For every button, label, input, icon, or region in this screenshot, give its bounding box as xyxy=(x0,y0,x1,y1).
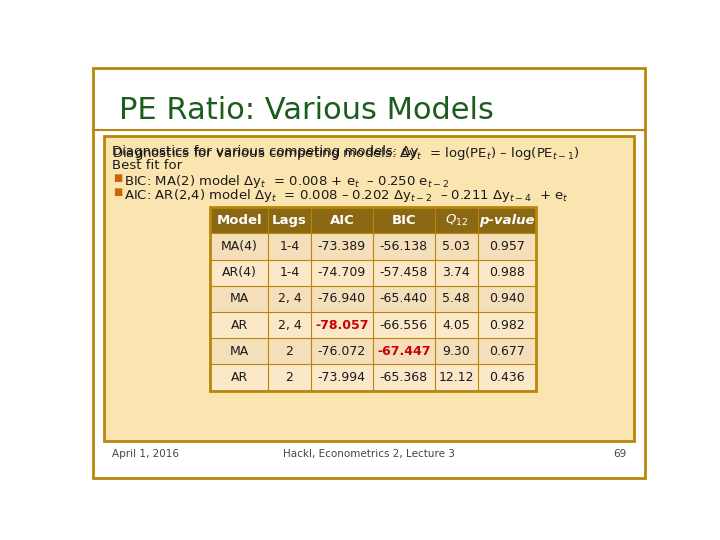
Text: Best fit for: Best fit for xyxy=(112,159,182,172)
Text: 9.30: 9.30 xyxy=(442,345,470,357)
Text: MA: MA xyxy=(230,345,249,357)
Bar xyxy=(210,364,536,390)
Text: 2: 2 xyxy=(286,371,294,384)
Text: -73.994: -73.994 xyxy=(318,371,366,384)
Text: April 1, 2016: April 1, 2016 xyxy=(112,449,179,458)
Text: 2, 4: 2, 4 xyxy=(278,319,302,332)
Text: 0.940: 0.940 xyxy=(489,292,524,306)
Text: AR(4): AR(4) xyxy=(222,266,256,279)
Bar xyxy=(210,207,536,390)
Text: Model: Model xyxy=(217,214,262,227)
Text: AR: AR xyxy=(230,371,248,384)
Text: -76.072: -76.072 xyxy=(318,345,366,357)
Text: Diagnostics for various competing models: Δy$_t$  = log(PE$_t$) – log(PE$_{t-1}$: Diagnostics for various competing models… xyxy=(112,145,580,162)
Text: 0.982: 0.982 xyxy=(489,319,524,332)
Text: BIC: MA(2) model Δy$_t$  = 0.008 + e$_t$  – 0.250 e$_{t-2}$: BIC: MA(2) model Δy$_t$ = 0.008 + e$_t$ … xyxy=(124,173,449,190)
Text: -74.709: -74.709 xyxy=(318,266,366,279)
Text: Hackl, Econometrics 2, Lecture 3: Hackl, Econometrics 2, Lecture 3 xyxy=(283,449,455,458)
Text: MA: MA xyxy=(230,292,249,306)
Text: -56.138: -56.138 xyxy=(380,240,428,253)
Text: BIC: BIC xyxy=(392,214,416,227)
Bar xyxy=(104,137,634,441)
Bar xyxy=(210,207,536,233)
Text: 12.12: 12.12 xyxy=(438,371,474,384)
Text: 5.03: 5.03 xyxy=(442,240,470,253)
Text: p-value: p-value xyxy=(479,214,534,227)
Bar xyxy=(210,260,536,286)
Text: MA(4): MA(4) xyxy=(221,240,258,253)
Text: -76.940: -76.940 xyxy=(318,292,366,306)
Text: Diagnostics for various competing models: Δy: Diagnostics for various competing models… xyxy=(112,145,418,158)
Bar xyxy=(210,312,536,338)
Text: 0.436: 0.436 xyxy=(489,371,524,384)
Text: 0.988: 0.988 xyxy=(489,266,524,279)
Text: -65.440: -65.440 xyxy=(380,292,428,306)
Text: AIC: AIC xyxy=(330,214,354,227)
Text: 3.74: 3.74 xyxy=(442,266,470,279)
Text: 0.677: 0.677 xyxy=(489,345,524,357)
Text: -73.389: -73.389 xyxy=(318,240,366,253)
Text: AR: AR xyxy=(230,319,248,332)
Text: Lags: Lags xyxy=(272,214,307,227)
Text: -65.368: -65.368 xyxy=(380,371,428,384)
Text: -57.458: -57.458 xyxy=(379,266,428,279)
Text: 5.48: 5.48 xyxy=(442,292,470,306)
Text: 2: 2 xyxy=(286,345,294,357)
Text: -66.556: -66.556 xyxy=(380,319,428,332)
Text: 69: 69 xyxy=(613,449,626,458)
Text: ■: ■ xyxy=(113,173,122,183)
Text: -78.057: -78.057 xyxy=(315,319,369,332)
Text: $Q_{12}$: $Q_{12}$ xyxy=(444,213,468,228)
Text: 1-4: 1-4 xyxy=(279,266,300,279)
Text: PE Ratio: Various Models: PE Ratio: Various Models xyxy=(120,96,495,125)
Text: -67.447: -67.447 xyxy=(377,345,431,357)
Bar xyxy=(210,286,536,312)
Text: 4.05: 4.05 xyxy=(442,319,470,332)
Text: 2, 4: 2, 4 xyxy=(278,292,302,306)
Bar xyxy=(210,338,536,365)
Bar xyxy=(210,233,536,260)
Text: ■: ■ xyxy=(113,187,122,197)
Text: 1-4: 1-4 xyxy=(279,240,300,253)
Text: 0.957: 0.957 xyxy=(489,240,524,253)
Text: AIC: AR(2,4) model Δy$_t$  = 0.008 – 0.202 Δy$_{t-2}$  – 0.211 Δy$_{t-4}$  + e$_: AIC: AR(2,4) model Δy$_t$ = 0.008 – 0.20… xyxy=(124,187,569,204)
